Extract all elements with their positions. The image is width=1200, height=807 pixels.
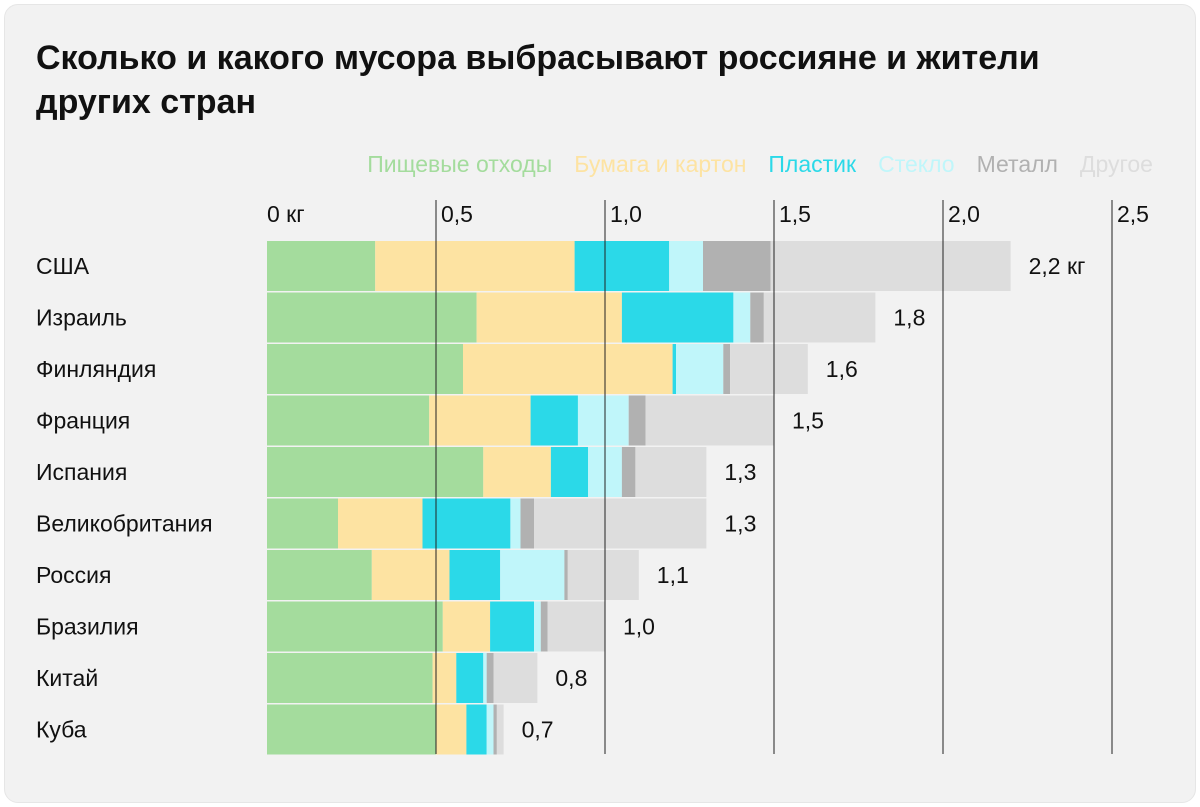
chart-title: Сколько и какого мусора выбрасывают росс… <box>36 39 1040 121</box>
category-label: Бразилия <box>36 614 139 640</box>
bar-segment-glass <box>669 241 703 291</box>
category-label: Израиль <box>36 305 127 331</box>
bar-segment-metal <box>486 653 494 703</box>
legend-item: Другое <box>1080 151 1153 177</box>
total-label: 1,0 <box>623 614 655 640</box>
bar-segment-metal <box>703 241 771 291</box>
bar-segment-metal <box>564 550 568 600</box>
bar-segment-plastic <box>621 292 734 343</box>
category-label: Куба <box>36 717 87 743</box>
tick-label: 0 кг <box>267 201 305 227</box>
bar-segment-other <box>730 344 808 394</box>
bar-segment-other <box>534 498 707 549</box>
bar-segment-food <box>267 653 433 703</box>
bar-segment-paper <box>371 550 450 600</box>
bar-segment-paper <box>442 601 491 652</box>
bar-segment-food <box>267 550 372 600</box>
bar-segment-other <box>763 292 876 343</box>
bar-segment-other <box>567 550 639 600</box>
category-label: Франция <box>36 408 130 434</box>
legend-item: Стекло <box>878 151 954 177</box>
bar-segment-food <box>267 498 338 549</box>
bar-segment-paper <box>476 292 622 343</box>
bar-segment-food <box>267 344 463 394</box>
bar-segment-other <box>645 395 774 446</box>
bar-segment-food <box>267 447 484 497</box>
bar-segment-glass <box>510 498 521 549</box>
bar-segment-other <box>770 241 1011 291</box>
bar-segment-paper <box>429 395 531 446</box>
total-label: 1,8 <box>893 305 925 331</box>
bar-segment-other <box>547 601 605 652</box>
category-label: Испания <box>36 459 127 485</box>
total-label: 1,6 <box>826 356 858 382</box>
bar-segment-plastic <box>550 447 589 497</box>
category-label: Россия <box>36 562 111 588</box>
bar-segment-food <box>267 601 443 652</box>
tick-label: 2,5 <box>1117 201 1149 227</box>
total-label: 0,7 <box>522 717 554 743</box>
bar-segment-glass <box>534 601 541 652</box>
category-label: Великобритания <box>36 511 213 537</box>
bar-segment-metal <box>750 292 764 343</box>
tick-label: 1,5 <box>779 201 811 227</box>
total-label: 2,2 кг <box>1029 253 1086 279</box>
bar-segment-metal <box>540 601 548 652</box>
category-label: Китай <box>36 665 98 691</box>
bar-segment-glass <box>578 395 629 446</box>
bar-segment-metal <box>520 498 534 549</box>
bar-segment-paper <box>338 498 423 549</box>
total-label: 1,5 <box>792 408 824 434</box>
category-label: США <box>36 253 90 279</box>
bar-segment-paper <box>432 653 457 703</box>
bar-segment-glass <box>676 344 724 394</box>
bar-segment-other <box>496 704 504 755</box>
tick-label: 1,0 <box>610 201 642 227</box>
legend-item: Металл <box>977 151 1058 177</box>
bar-segment-food <box>267 241 376 291</box>
tick-label: 2,0 <box>948 201 980 227</box>
bar-segment-plastic <box>672 344 676 394</box>
legend-item: Бумага и картон <box>574 151 746 177</box>
bar-segment-metal <box>493 704 497 755</box>
bar-segment-paper <box>483 447 551 497</box>
bar-segment-plastic <box>456 653 484 703</box>
bar-segment-plastic <box>530 395 578 446</box>
bar-segment-paper <box>463 344 673 394</box>
legend-item: Пластик <box>768 151 857 177</box>
category-label: Финляндия <box>36 356 156 382</box>
bar-segment-plastic <box>466 704 487 755</box>
bar-segment-food <box>267 292 477 343</box>
bar-segment-metal <box>621 447 636 497</box>
bar-segment-other <box>493 653 538 703</box>
bar-segment-glass <box>486 704 494 755</box>
bar-segment-other <box>635 447 707 497</box>
bar-segment-glass <box>483 653 487 703</box>
total-label: 1,3 <box>724 511 756 537</box>
bar-segment-plastic <box>490 601 534 652</box>
total-label: 1,1 <box>657 562 689 588</box>
bar-segment-metal <box>628 395 646 446</box>
bar-segment-paper <box>436 704 467 755</box>
bar-segment-plastic <box>574 241 670 291</box>
bar-segment-plastic <box>422 498 511 549</box>
legend-item: Пищевые отходы <box>367 151 552 177</box>
bar-segment-paper <box>375 241 575 291</box>
total-label: 0,8 <box>555 665 587 691</box>
bar-segment-food <box>267 704 436 755</box>
bar-segment-glass <box>500 550 565 600</box>
bar-segment-plastic <box>449 550 501 600</box>
total-label: 1,3 <box>724 459 756 485</box>
bar-segment-glass <box>733 292 751 343</box>
bar-segment-metal <box>723 344 731 394</box>
tick-label: 0,5 <box>441 201 473 227</box>
bar-segment-food <box>267 395 430 446</box>
